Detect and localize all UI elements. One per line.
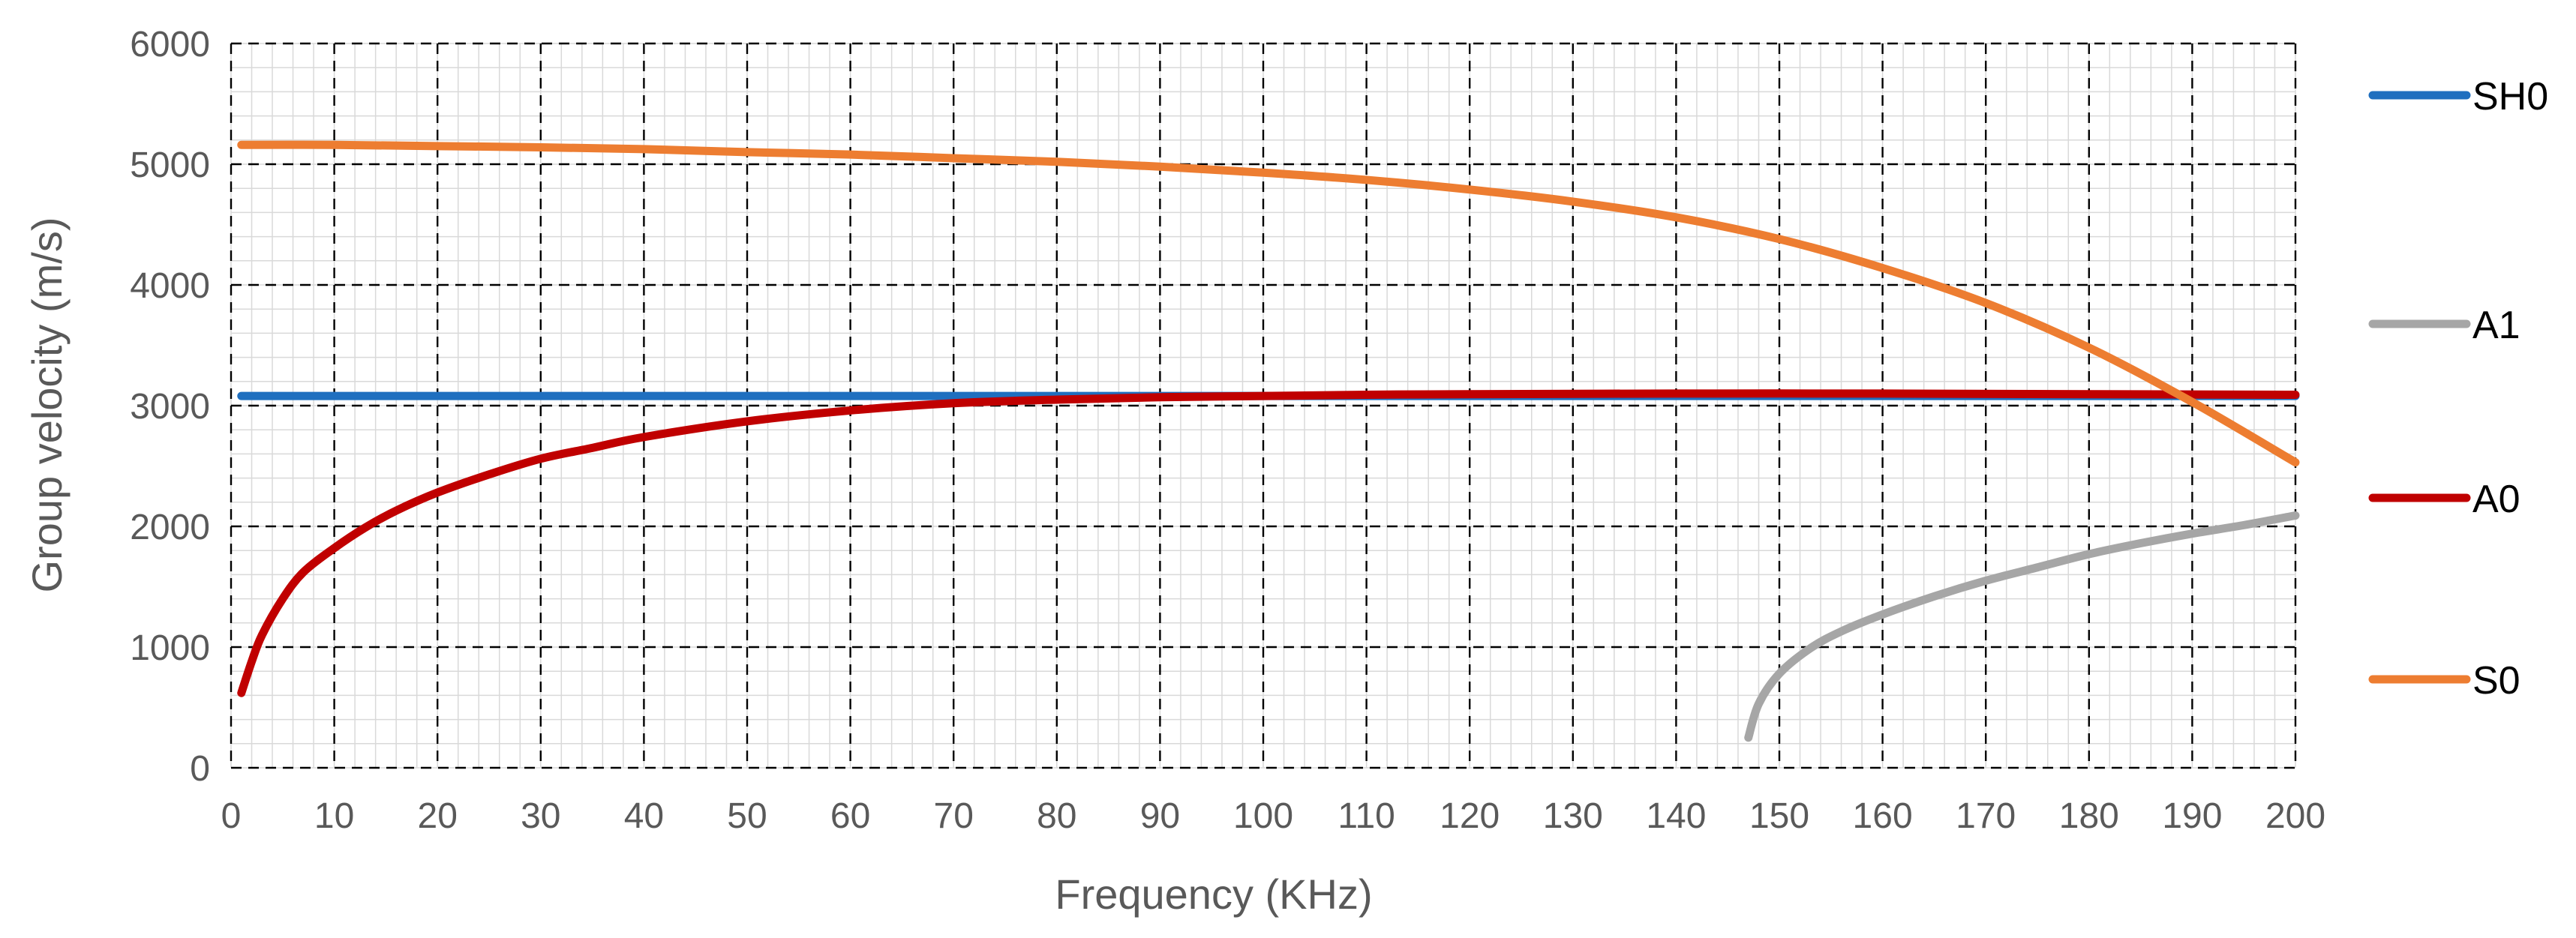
x-tick-label: 30: [521, 796, 560, 836]
legend-item-sh0: SH0: [2368, 75, 2548, 118]
x-tick-label: 90: [1140, 796, 1180, 836]
legend-item-s0: S0: [2368, 659, 2520, 703]
series-layer: [237, 140, 2300, 742]
x-tick-label: 150: [1749, 796, 1809, 836]
x-tick-label: 200: [2265, 796, 2325, 836]
y-axis-title: Group velocity (m/s): [23, 217, 71, 593]
y-tick-label: 1000: [130, 628, 210, 668]
x-tick-label: 170: [1956, 796, 2016, 836]
x-tick-label: 40: [624, 796, 664, 836]
x-tick-label: 140: [1646, 796, 1706, 836]
x-tick-label: 10: [314, 796, 354, 836]
legend-item-a0: A0: [2368, 478, 2520, 521]
legend-label: S0: [2472, 659, 2520, 703]
y-tick-label: 6000: [130, 25, 210, 64]
legend-label: A0: [2472, 478, 2520, 521]
x-tick-label: 180: [2059, 796, 2119, 836]
x-tick-label: 100: [1233, 796, 1293, 836]
y-axis-tick-labels: 0 1000 2000 3000 4000 5000 6000: [130, 25, 210, 789]
series-line-a1: [1744, 511, 2300, 742]
x-tick-label: 60: [830, 796, 870, 836]
y-tick-label: 0: [190, 749, 210, 789]
x-tick-label: 80: [1037, 796, 1076, 836]
y-tick-label: 4000: [130, 266, 210, 306]
x-tick-label: 0: [221, 796, 242, 836]
x-axis-tick-labels: 0 10 20 30 40 50 60 70 80 90 100 110 120 130 140 150 160…: [221, 796, 2325, 836]
series-line-s0: [237, 140, 2300, 467]
series-line-a0: [237, 389, 2300, 697]
x-tick-label: 50: [727, 796, 767, 836]
legend-label: SH0: [2472, 75, 2548, 118]
x-tick-label: 110: [1338, 796, 1395, 836]
legend-item-a1: A1: [2368, 304, 2520, 347]
y-tick-label: 2000: [130, 508, 210, 547]
major-gridlines: [230, 42, 2297, 769]
x-tick-label: 70: [934, 796, 974, 836]
x-axis-title: Frequency (KHz): [1055, 871, 1372, 918]
x-tick-label: 190: [2162, 796, 2222, 836]
y-tick-label: 3000: [130, 387, 210, 427]
x-tick-label: 130: [1543, 796, 1603, 836]
legend: SH0 A1 A0 S0: [2368, 75, 2548, 703]
legend-label: A1: [2472, 304, 2520, 347]
x-tick-label: 120: [1440, 796, 1500, 836]
x-tick-label: 160: [1853, 796, 1913, 836]
y-tick-label: 5000: [130, 145, 210, 185]
x-tick-label: 20: [418, 796, 458, 836]
